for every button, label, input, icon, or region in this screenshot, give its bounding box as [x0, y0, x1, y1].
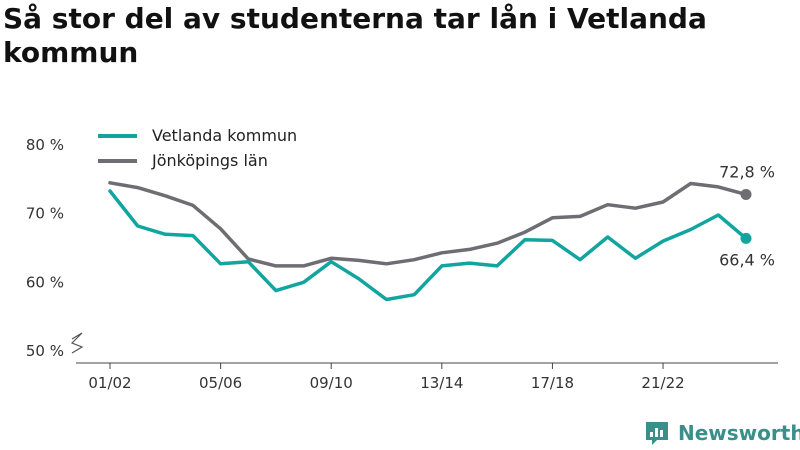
x-tick-label: 13/14 — [420, 374, 463, 392]
end-point — [740, 188, 752, 200]
end-label-jonkoping: 72,8 % — [719, 162, 775, 181]
y-tick-label: 80 % — [26, 136, 64, 154]
end-label-vetlanda: 66,4 % — [719, 250, 775, 269]
y-tick-label: 70 % — [26, 205, 64, 223]
x-tick-label: 09/10 — [310, 374, 353, 392]
chart-title: Så stor del av studenterna tar lån i Vet… — [3, 2, 707, 69]
x-tick-label: 05/06 — [199, 374, 242, 392]
series-line-vetlanda — [108, 189, 748, 302]
legend-label: Vetlanda kommun — [152, 126, 297, 145]
end-point — [740, 232, 752, 244]
legend-label: Jönköpings län — [151, 151, 268, 170]
x-tick-label: 17/18 — [531, 374, 574, 392]
series-line-jonkoping — [108, 181, 748, 268]
brand-name: Newsworthy — [678, 421, 800, 445]
brand[interactable]: Newsworthy — [644, 420, 800, 446]
axis-break-icon — [70, 332, 84, 354]
newsworthy-logo-icon — [646, 422, 668, 445]
x-tick-label: 01/02 — [88, 374, 131, 392]
x-tick-label: 21/22 — [641, 374, 684, 392]
y-tick-label: 50 % — [26, 342, 64, 360]
y-tick-label: 60 % — [26, 273, 64, 291]
